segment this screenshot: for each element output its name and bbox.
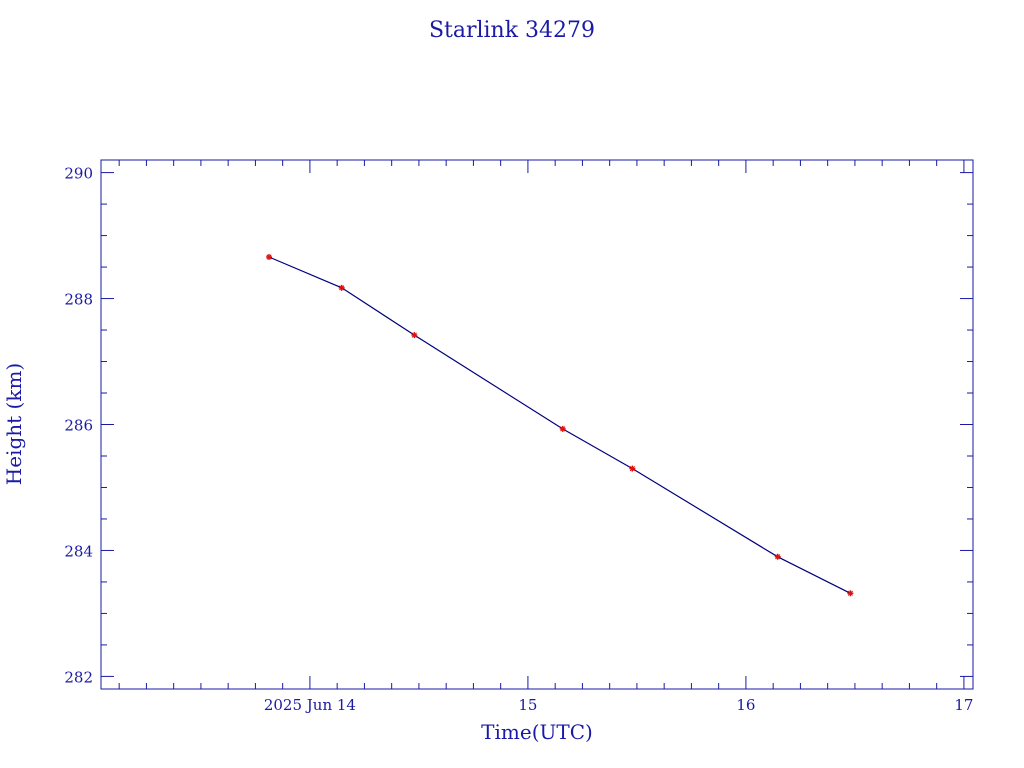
plot-frame <box>100 159 974 690</box>
data-point <box>847 590 854 597</box>
x-tick-label: 15 <box>518 696 537 714</box>
y-tick-label: 286 <box>64 417 93 435</box>
series-line <box>268 256 851 594</box>
data-point <box>559 425 566 432</box>
chart-title: Starlink 34279 <box>429 18 595 43</box>
data-point <box>774 553 781 560</box>
data-point <box>629 465 636 472</box>
x-tick-label: 16 <box>736 696 755 714</box>
marker-stroke <box>775 554 781 560</box>
marker-stroke <box>339 285 345 291</box>
x-tick-label: 17 <box>954 696 973 714</box>
marker-stroke <box>266 254 272 260</box>
marker-stroke <box>847 590 853 596</box>
y-tick-label: 284 <box>64 542 93 560</box>
marker-stroke <box>411 332 417 338</box>
y-axis-label: Height (km) <box>2 363 26 485</box>
y-tick-label: 290 <box>64 165 93 183</box>
data-point <box>266 253 273 260</box>
data-point <box>411 332 418 339</box>
x-axis-label: Time(UTC) <box>481 720 593 744</box>
marker-stroke <box>629 465 635 472</box>
x-axis: 2025 Jun 14 15 16 17 <box>118 160 973 714</box>
marker-stroke <box>560 426 566 432</box>
data-point <box>338 284 345 291</box>
y-tick-label: 288 <box>64 291 93 309</box>
x-tick-label: 2025 Jun 14 <box>264 696 356 714</box>
series-group <box>266 253 854 597</box>
y-tick-label: 282 <box>64 668 93 686</box>
y-axis: 282 284 286 288 290 <box>64 165 973 686</box>
